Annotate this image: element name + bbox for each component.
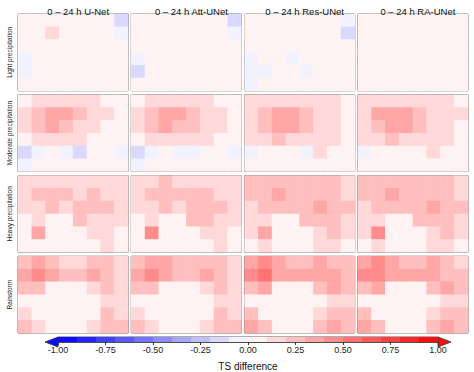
svg-text:-1.00: -1.00 [48,345,69,355]
svg-text:0.00: 0.00 [239,345,257,355]
svg-text:Light precipitation: Light precipitation [6,27,14,78]
svg-text:0 – 24 h RA-UNet: 0 – 24 h RA-UNet [380,6,455,17]
svg-text:-0.50: -0.50 [143,345,164,355]
svg-text:Rainstorm: Rainstorm [6,280,13,310]
svg-text:0 – 24 h Att-UNet: 0 – 24 h Att-UNet [155,6,228,17]
svg-text:Heavy precipitation: Heavy precipitation [6,186,14,242]
svg-text:Moderate precipitation: Moderate precipitation [6,101,14,166]
svg-text:0.50: 0.50 [334,345,352,355]
svg-text:0 – 24 h U-Net: 0 – 24 h U-Net [47,6,109,17]
svg-text:1.00: 1.00 [429,345,447,355]
svg-text:-0.75: -0.75 [95,345,116,355]
svg-text:TS difference: TS difference [218,361,278,372]
svg-text:0.75: 0.75 [382,345,400,355]
svg-text:-0.25: -0.25 [190,345,211,355]
svg-text:0 – 24 h Res-UNet: 0 – 24 h Res-UNet [265,6,344,17]
svg-text:0.25: 0.25 [287,345,305,355]
